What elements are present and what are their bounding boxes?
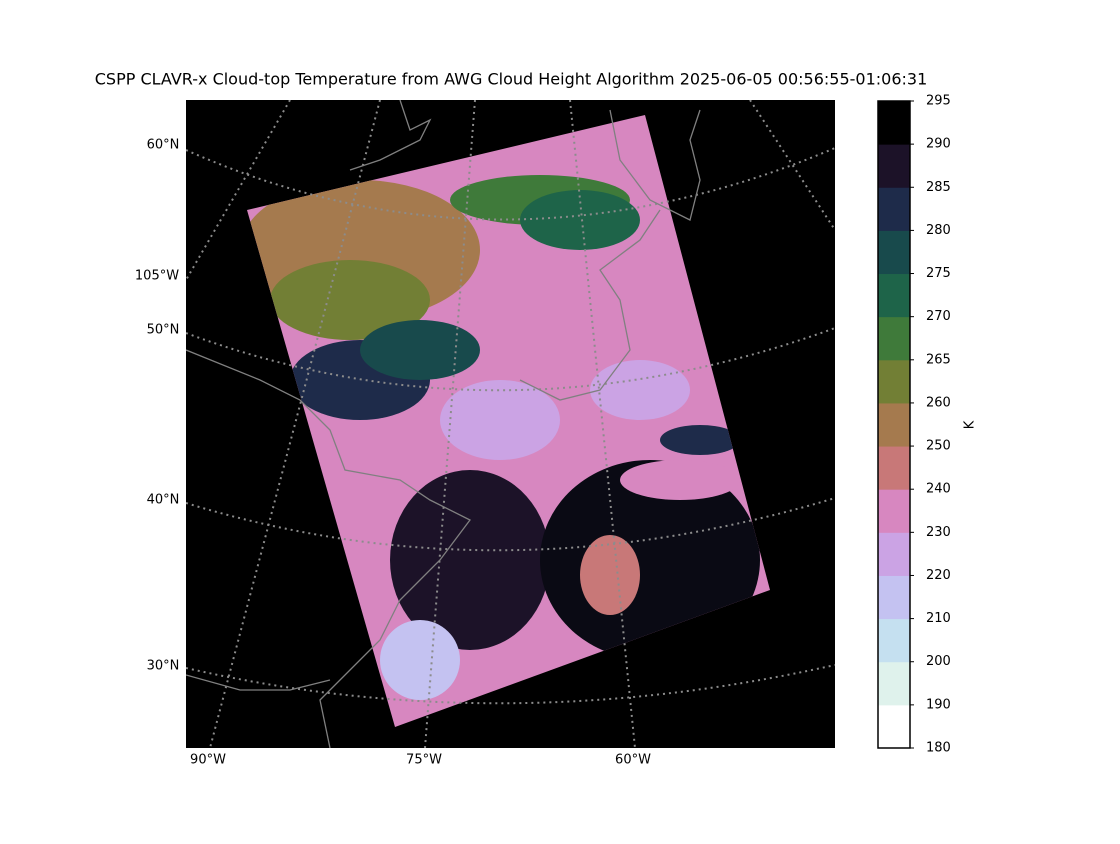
colorbar-segment	[878, 532, 910, 576]
lat-label: 30°N	[147, 659, 180, 674]
colorbar-label: K	[963, 420, 978, 429]
lon-label: 60°W	[615, 753, 651, 768]
colorbar: 180 190 200 210 220 230 240 250 260 265 270 275 280 2…	[877, 94, 951, 756]
cloud-field	[247, 175, 760, 700]
colorbar-tick-label: 270	[926, 309, 951, 324]
colorbar-tick-label: 190	[926, 697, 951, 712]
colorbar-tick-label: 250	[926, 439, 951, 454]
colorbar-segment	[878, 489, 910, 533]
lon-label: 105°W	[135, 269, 179, 284]
colorbar-segment	[878, 101, 910, 145]
lon-label: 75°W	[406, 753, 442, 768]
colorbar-segment	[878, 273, 910, 318]
colorbar-segment	[878, 618, 910, 663]
colorbar-tick-label: 285	[926, 180, 951, 195]
colorbar-segment	[878, 230, 910, 275]
lat-label: 60°N	[147, 138, 180, 153]
map	[186, 100, 835, 748]
title: CSPP CLAVR-x Cloud-top Temperature from …	[95, 70, 928, 89]
colorbar-tick-label: 275	[926, 266, 951, 281]
colorbar-segment	[878, 661, 910, 706]
colorbar-segment	[878, 446, 910, 490]
lat-label: 50°N	[147, 323, 180, 338]
colorbar-tick-label: 220	[926, 568, 951, 583]
colorbar-tick-label: 230	[926, 525, 951, 540]
colorbar-segment	[878, 575, 910, 620]
lon-label: 90°W	[190, 753, 226, 768]
colorbar-segment	[878, 316, 910, 361]
colorbar-segment	[878, 359, 910, 404]
colorbar-segment	[878, 144, 910, 188]
colorbar-segment	[878, 704, 910, 749]
colorbar-tick-label: 265	[926, 352, 951, 367]
lat-label: 40°N	[147, 493, 180, 508]
colorbar-tick-label: 260	[926, 395, 951, 410]
colorbar-segment	[878, 187, 910, 231]
colorbar-tick-label: 295	[926, 94, 951, 109]
colorbar-segment	[878, 402, 910, 447]
colorbar-tick-label: 180	[926, 741, 951, 756]
colorbar-tick-label: 240	[926, 482, 951, 497]
colorbar-tick-label: 200	[926, 654, 951, 669]
colorbar-tick-label: 210	[926, 611, 951, 626]
colorbar-tick-label: 280	[926, 223, 951, 238]
colorbar-frame	[877, 100, 911, 749]
colorbar-tick-label: 290	[926, 137, 951, 152]
